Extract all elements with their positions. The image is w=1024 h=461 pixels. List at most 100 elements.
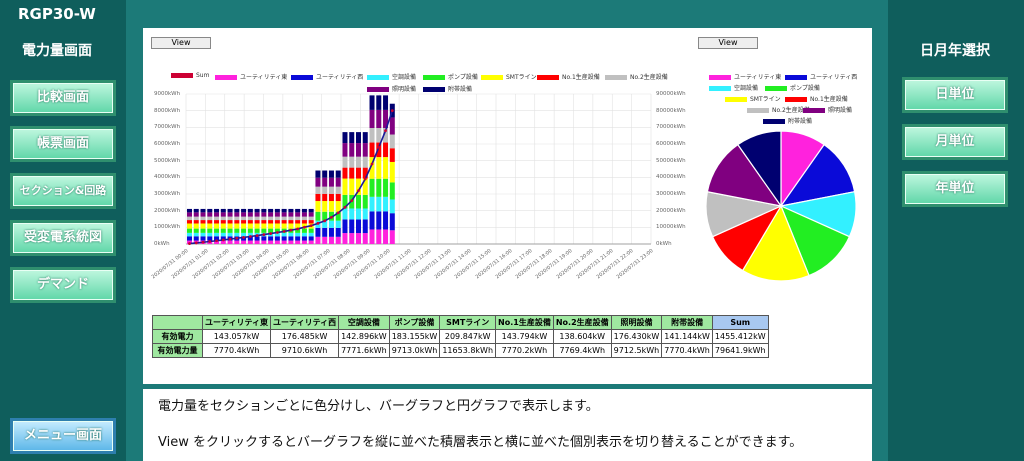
bar-segment bbox=[241, 216, 247, 221]
y-tick-left: 0kWh bbox=[154, 241, 170, 247]
legend-swatch bbox=[367, 87, 389, 92]
legend-swatch bbox=[481, 75, 503, 80]
nav-substation-diagram-button[interactable]: 受変電系統図 bbox=[10, 220, 116, 256]
y-tick-left: 1000kWh bbox=[154, 224, 181, 231]
bar-segment bbox=[227, 220, 233, 224]
y-tick-left: 4000kWh bbox=[154, 174, 181, 181]
y-tick-right: 10000kWh bbox=[656, 224, 686, 231]
bar-segment bbox=[335, 236, 341, 244]
bar-segment bbox=[274, 216, 280, 221]
table-header-row: ユーティリティ東 ユーティリティ西 空調設備 ポンプ設備 SMTライン No.1… bbox=[152, 315, 769, 330]
bar-segment bbox=[234, 223, 240, 229]
bar-segment bbox=[220, 208, 226, 213]
bar-segment bbox=[220, 223, 226, 229]
table-cell: 9710.6kWh bbox=[270, 343, 340, 358]
bar-segment bbox=[268, 208, 274, 213]
nav-report-button[interactable]: 帳票画面 bbox=[10, 126, 116, 162]
col-header: SMTライン bbox=[439, 315, 497, 330]
bar-segment bbox=[335, 220, 341, 228]
bar-segment bbox=[322, 201, 328, 212]
bar-segment bbox=[187, 212, 192, 217]
bar-segment bbox=[207, 236, 213, 241]
period-heading: 日月年選択 bbox=[920, 43, 990, 59]
bar-segment bbox=[342, 156, 348, 168]
bar-segment bbox=[342, 167, 348, 179]
bar-segment bbox=[301, 240, 307, 244]
bar-segment bbox=[247, 236, 253, 241]
sum-point bbox=[289, 228, 293, 232]
bar-segment bbox=[193, 228, 199, 233]
menu-button[interactable]: メニュー画面 bbox=[10, 418, 116, 454]
bar-segment bbox=[383, 229, 389, 244]
legend-swatch bbox=[367, 75, 389, 80]
bar-segment bbox=[322, 220, 328, 228]
bar-segment bbox=[274, 236, 280, 241]
bar-segment bbox=[220, 216, 226, 221]
nav-compare-button[interactable]: 比較画面 bbox=[10, 80, 116, 116]
pie-slice bbox=[741, 204, 810, 282]
sum-point bbox=[350, 199, 354, 203]
pie-view-button[interactable]: View bbox=[698, 37, 758, 49]
row-label: 有効電力量 bbox=[152, 343, 203, 358]
bar-segment bbox=[220, 236, 226, 241]
pie-legend-item: 空調設備 bbox=[709, 83, 758, 92]
legend-label: SMTライン bbox=[506, 74, 537, 81]
bar-segment bbox=[254, 236, 260, 241]
bar-segment bbox=[220, 232, 226, 237]
bar-segment bbox=[254, 228, 260, 233]
bar-view-button[interactable]: View bbox=[151, 37, 211, 49]
legend-swatch bbox=[785, 97, 807, 102]
bar-segment bbox=[281, 212, 287, 217]
sum-point bbox=[309, 224, 313, 228]
nav-demand-button[interactable]: デマンド bbox=[10, 267, 116, 303]
bar-segment bbox=[328, 236, 334, 244]
legend-swatch bbox=[537, 75, 559, 80]
table-cell: 143.057kW bbox=[201, 329, 272, 344]
y-tick-left: 3000kWh bbox=[154, 191, 181, 197]
bar-segment bbox=[322, 170, 328, 178]
bar-segment bbox=[335, 227, 341, 237]
bar-legend-item: ユーティリティ東 bbox=[215, 72, 287, 81]
bar-segment bbox=[274, 220, 280, 224]
bar-segment bbox=[376, 229, 382, 244]
bar-segment bbox=[207, 220, 213, 224]
bar-segment bbox=[389, 230, 395, 244]
bar-segment bbox=[268, 212, 274, 217]
bar-segment bbox=[308, 228, 314, 233]
sum-point bbox=[262, 233, 266, 236]
bar-segment bbox=[295, 240, 301, 244]
bar-segment bbox=[356, 194, 361, 209]
bar-segment bbox=[193, 220, 199, 224]
bar-segment bbox=[356, 167, 361, 179]
bar-segment bbox=[214, 216, 220, 221]
daily-button[interactable]: 日単位 bbox=[902, 77, 1008, 113]
y-tick-left: 8000kWh bbox=[154, 107, 181, 114]
bar-segment bbox=[389, 213, 395, 231]
y-tick-right: 0kWh bbox=[656, 241, 672, 247]
table-cell: 7770.2kWh bbox=[495, 343, 554, 358]
bar-segment bbox=[342, 194, 348, 209]
monthly-button[interactable]: 月単位 bbox=[902, 124, 1008, 160]
legend-label: ユーティリティ東 bbox=[240, 74, 288, 81]
bar-segment bbox=[369, 128, 375, 143]
bar-segment bbox=[254, 212, 260, 217]
bar-segment bbox=[301, 220, 307, 224]
bar-segment bbox=[308, 208, 314, 213]
table-cell: 209.847kW bbox=[439, 329, 497, 344]
bar-segment bbox=[322, 227, 328, 237]
bar-segment bbox=[383, 157, 389, 179]
legend-label: SMTライン bbox=[750, 96, 781, 103]
description-line-1: 電力量をセクションごとに色分けし、バーグラフと円グラフで表示します。 bbox=[158, 399, 599, 414]
legend-label: ユーティリティ西 bbox=[316, 74, 364, 81]
y-tick-left: 2000kWh bbox=[154, 207, 181, 214]
bar-segment bbox=[342, 233, 348, 244]
bar-segment bbox=[200, 216, 206, 221]
bar-segment bbox=[281, 220, 287, 224]
bar-segment bbox=[308, 212, 314, 217]
bar-segment bbox=[288, 208, 294, 213]
bar-legend-item: ポンプ設備 bbox=[423, 72, 478, 81]
nav-section-circuit-button[interactable]: セクション&回路 bbox=[10, 173, 116, 209]
bar-segment bbox=[369, 109, 375, 129]
yearly-button[interactable]: 年単位 bbox=[902, 171, 1008, 207]
sum-point bbox=[228, 237, 232, 241]
